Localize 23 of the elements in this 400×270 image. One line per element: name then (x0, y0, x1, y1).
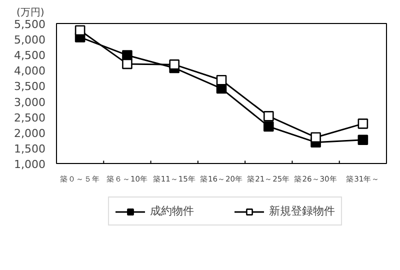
y-tick-label: 4,500 (14, 49, 46, 62)
y-tick-label: 1,500 (14, 142, 46, 156)
y-tick-label: 5,000 (14, 34, 46, 47)
point (122, 50, 132, 60)
y-axis-title: (万円) (16, 8, 44, 18)
point (263, 121, 274, 132)
y-tick-label: 2,000 (14, 126, 46, 140)
y-tick-label: 4,000 (14, 64, 46, 78)
point (310, 132, 321, 143)
point (216, 74, 227, 86)
point (169, 59, 180, 70)
y-tick-label: 5,500 (14, 18, 46, 31)
y-tick-label: 2,500 (14, 111, 46, 124)
legend-label: 成約物件 (150, 204, 194, 218)
y-tick-label: 3,000 (14, 96, 46, 109)
point (358, 118, 368, 129)
legend-label: 新規登録物件 (269, 204, 335, 218)
point (74, 25, 86, 36)
point (263, 111, 274, 122)
y-tick-label: 1,000 (14, 158, 46, 171)
point (122, 58, 132, 70)
point (358, 134, 368, 146)
y-tick-label: 3,500 (14, 80, 46, 94)
